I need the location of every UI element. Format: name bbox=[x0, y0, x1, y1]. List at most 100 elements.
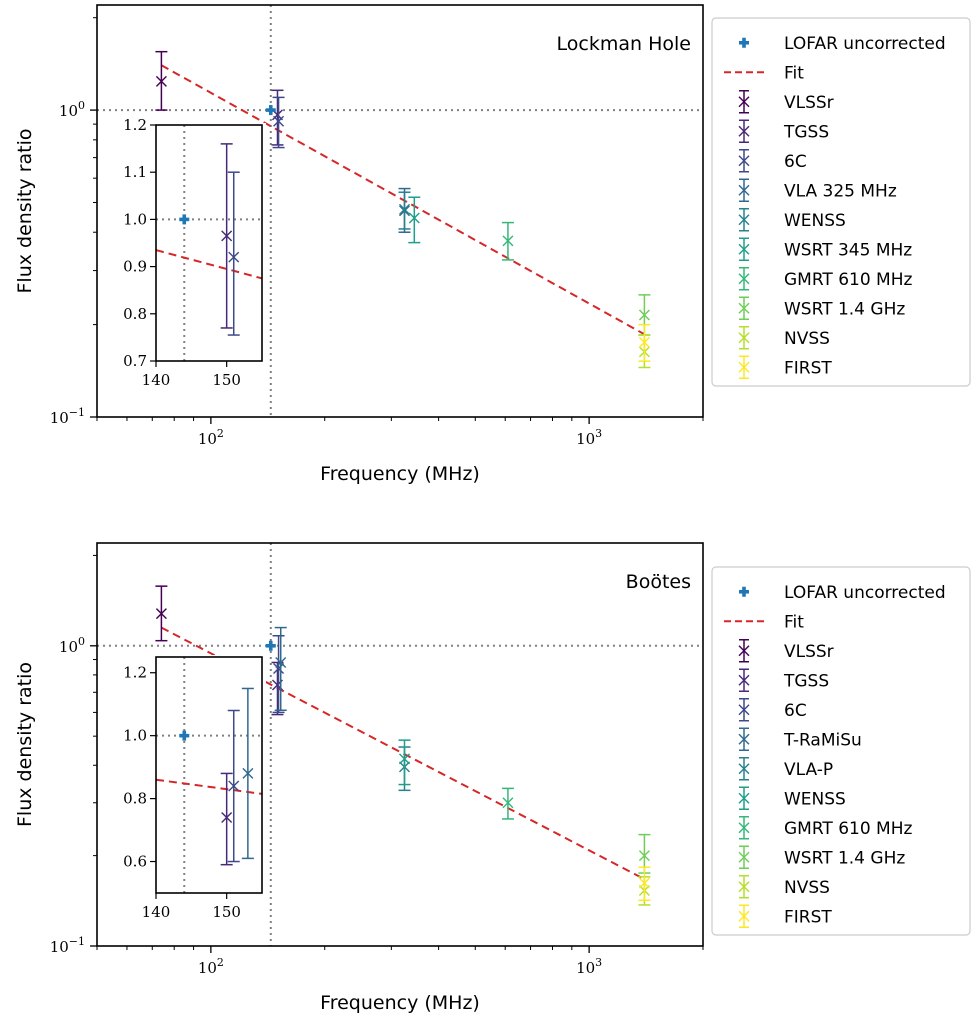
legend-box bbox=[711, 17, 971, 387]
legend-label-5: WENSS bbox=[784, 789, 846, 809]
legend-marker-3 bbox=[738, 733, 750, 745]
y-tick-label-1: 100 bbox=[59, 635, 85, 656]
legend-marker-1 bbox=[738, 674, 750, 686]
legend-marker-6-b bbox=[738, 822, 750, 834]
errorbar-1-0 bbox=[271, 89, 284, 146]
legend-label-3: VLA 325 MHz bbox=[784, 181, 897, 201]
inset-y-tick-label-3: 1.0 bbox=[123, 210, 147, 228]
legend-marker-lofar bbox=[739, 37, 749, 48]
legend-label-6: GMRT 610 MHz bbox=[784, 819, 913, 839]
legend-label-2: 6C bbox=[784, 152, 807, 172]
inset-frame bbox=[155, 656, 263, 894]
legend-marker-7 bbox=[738, 851, 750, 863]
plot-frame bbox=[96, 542, 704, 947]
legend-label-1: TGSS bbox=[783, 671, 829, 691]
y-axis-label: Flux density ratio bbox=[14, 128, 36, 293]
inset-axes: 140 150 0.6 0.8 1.0 1.2 bbox=[110, 655, 266, 929]
y-tick-label-1-base: 10 bbox=[59, 638, 78, 656]
inset-lofar-point bbox=[179, 730, 190, 741]
lofar-point bbox=[265, 105, 276, 116]
data-point-5-0-b bbox=[399, 753, 410, 765]
panel-annotation: Lockman Hole bbox=[557, 33, 691, 55]
legend-marker-4-b bbox=[738, 214, 750, 226]
legend-marker-2-b bbox=[738, 155, 750, 167]
fit-line bbox=[160, 64, 645, 336]
data-point-5-0-b bbox=[408, 212, 420, 224]
x-tick-label-1-exp: 3 bbox=[595, 427, 602, 440]
legend-marker-0 bbox=[738, 96, 750, 108]
data-point-0-0 bbox=[155, 608, 167, 620]
legend-marker-9 bbox=[738, 910, 750, 922]
legend: LOFAR uncorrected Fit VLSSr TGSS 6C T-RaMiSu V… bbox=[711, 566, 971, 936]
legend-label-4: WENSS bbox=[784, 211, 846, 231]
legend-marker-5-b bbox=[738, 792, 750, 804]
y-tick-label-0-exp: −1 bbox=[69, 935, 85, 948]
legend-label-8: NVSS bbox=[784, 878, 830, 898]
legend-marker-3-b bbox=[738, 733, 750, 745]
legend-marker-2 bbox=[738, 704, 750, 716]
legend-marker-8-b bbox=[738, 332, 750, 344]
x-axis-label: Frequency (MHz) bbox=[320, 463, 480, 485]
x-tick-label-0: 102 bbox=[198, 427, 224, 448]
legend-label-0: VLSSr bbox=[784, 642, 834, 662]
legend-marker-0-b bbox=[738, 645, 750, 657]
legend-label-1: TGSS bbox=[783, 122, 829, 142]
inset-data-point-3-0-b bbox=[242, 767, 254, 779]
inset-data-point-3-0 bbox=[242, 767, 254, 779]
legend-label-lofar: LOFAR uncorrected bbox=[784, 583, 946, 603]
inset-y-tick-label-5: 1.2 bbox=[123, 116, 147, 134]
inset-y-tick-label-2: 1.0 bbox=[123, 727, 147, 745]
data-point-5-0 bbox=[399, 753, 410, 765]
inset-data-point-1-0-b bbox=[221, 811, 233, 823]
inset-frame bbox=[155, 124, 263, 362]
legend-marker-5-b bbox=[738, 243, 750, 255]
legend-marker-9-b bbox=[738, 361, 750, 373]
legend-label-8: NVSS bbox=[784, 329, 830, 349]
inset-y-tick-label-0: 0.7 bbox=[123, 352, 147, 370]
data-point-6-0-b bbox=[502, 797, 514, 809]
inset-x-tick-label-1: 150 bbox=[212, 371, 241, 389]
data-point-4-0-b bbox=[399, 203, 410, 215]
data-point-0-0 bbox=[155, 75, 167, 87]
inset-axes: 140 150 0.7 0.8 0.9 1.0 1.1 1.2 bbox=[110, 116, 266, 397]
legend-label-fit: Fit bbox=[784, 63, 804, 83]
inset-data-point-2-0-b bbox=[228, 251, 240, 263]
errorbar-3-0 bbox=[274, 626, 287, 711]
x-tick-label-0-exp: 2 bbox=[217, 956, 224, 969]
legend-marker-2 bbox=[738, 155, 750, 167]
x-tick-label-1-exp: 3 bbox=[595, 956, 602, 969]
inset-y-tick-label-1: 0.8 bbox=[123, 790, 147, 808]
data-point-9-0-b bbox=[638, 877, 650, 889]
inset-lofar-point-v bbox=[182, 730, 187, 741]
legend-marker-6-b bbox=[738, 273, 750, 285]
legend-label-2: 6C bbox=[784, 701, 807, 721]
plot-frame bbox=[96, 4, 704, 418]
y-tick-label-0: 10−1 bbox=[50, 935, 85, 956]
errorbar-2-0 bbox=[272, 635, 285, 714]
legend-marker-1 bbox=[738, 125, 750, 137]
legend-label-lofar: LOFAR uncorrected bbox=[784, 34, 946, 54]
legend-marker-0-b bbox=[738, 96, 750, 108]
x-tick-label-0-exp: 2 bbox=[217, 427, 224, 440]
data-point-3-0 bbox=[275, 656, 287, 668]
legend-label-fit: Fit bbox=[784, 612, 804, 632]
inset-y-tick-label-3: 1.2 bbox=[123, 664, 147, 682]
y-tick-label-1-exp: 0 bbox=[78, 99, 85, 112]
legend-marker-6 bbox=[738, 822, 750, 834]
data-point-1-0-b bbox=[271, 109, 283, 121]
y-axis-label: Flux density ratio bbox=[14, 662, 36, 827]
legend-marker-6 bbox=[738, 273, 750, 285]
x-axis-label: Frequency (MHz) bbox=[320, 992, 480, 1014]
legend: LOFAR uncorrected Fit VLSSr TGSS 6C VLA 325 M… bbox=[711, 17, 971, 387]
data-point-5-0 bbox=[408, 212, 420, 224]
data-point-0-0-b bbox=[155, 608, 167, 620]
legend-marker-1-b bbox=[738, 125, 750, 137]
inset-data-point-1-0-b bbox=[221, 230, 233, 242]
data-point-2-0 bbox=[273, 115, 285, 127]
data-point-2-0-b bbox=[273, 115, 285, 127]
data-point-9-0 bbox=[638, 336, 650, 348]
data-point-7-0-b bbox=[638, 309, 650, 321]
y-tick-label-0-base: 10 bbox=[50, 409, 69, 427]
